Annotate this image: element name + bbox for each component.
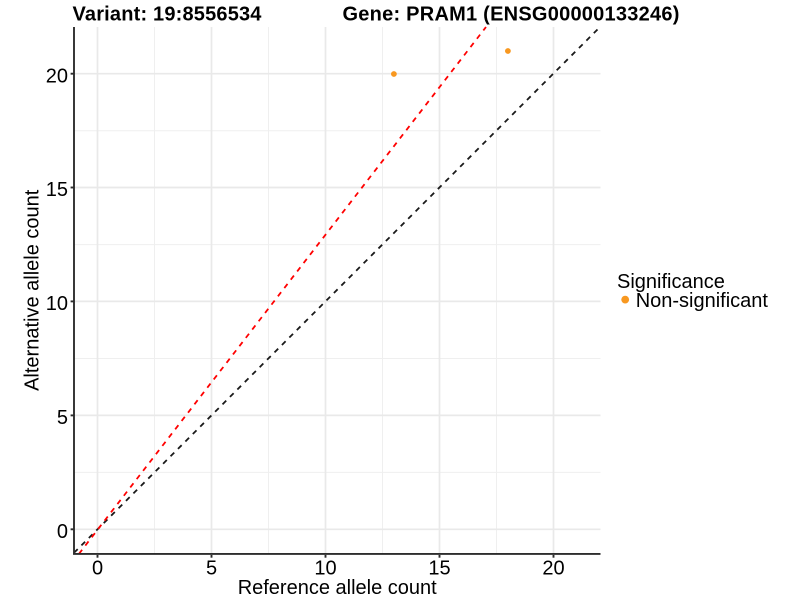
svg-text:Variant: 19:8556534: Variant: 19:8556534 <box>73 4 263 26</box>
svg-text:15: 15 <box>428 557 450 579</box>
svg-text:Alternative allele count: Alternative allele count <box>22 189 44 391</box>
svg-text:Reference allele count: Reference allele count <box>238 577 437 599</box>
svg-text:10: 10 <box>46 293 68 315</box>
svg-text:10: 10 <box>314 557 336 579</box>
svg-text:5: 5 <box>57 407 68 429</box>
svg-text:Significance: Significance <box>617 271 725 293</box>
svg-text:Gene: PRAM1 (ENSG00000133246): Gene: PRAM1 (ENSG00000133246) <box>343 4 680 26</box>
svg-text:15: 15 <box>46 179 68 201</box>
svg-text:20: 20 <box>542 557 564 579</box>
svg-text:0: 0 <box>92 557 103 579</box>
svg-text:5: 5 <box>206 557 217 579</box>
svg-text:Non-significant: Non-significant <box>636 290 769 312</box>
svg-text:0: 0 <box>57 521 68 543</box>
svg-text:20: 20 <box>46 65 68 87</box>
